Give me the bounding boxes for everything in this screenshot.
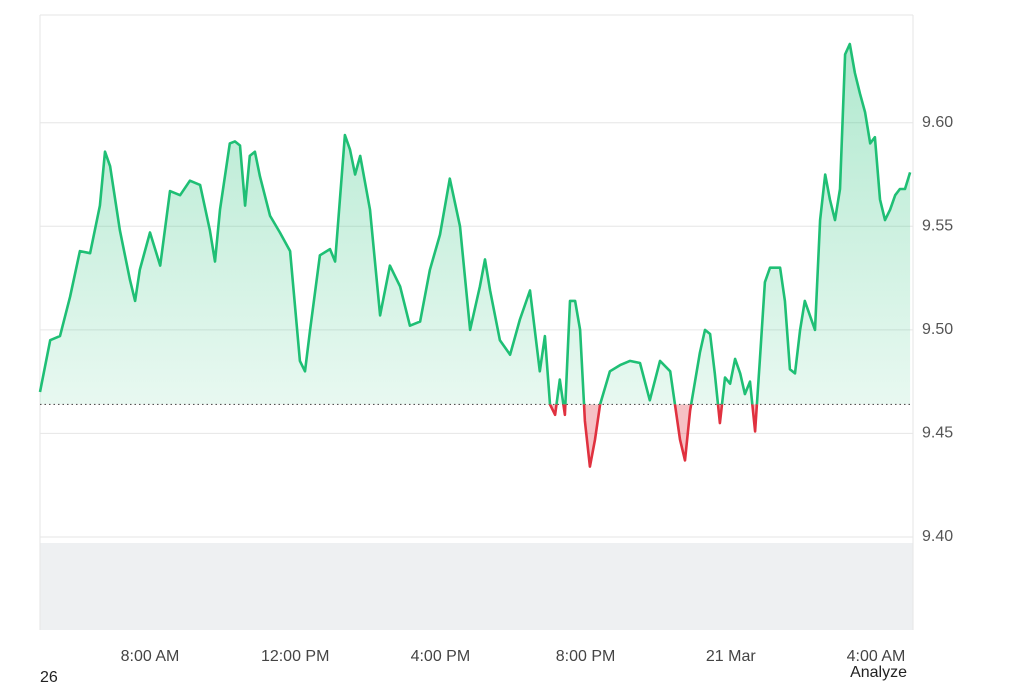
y-tick-label: 9.45: [922, 425, 953, 442]
x-tick-label: 4:00 AM: [847, 648, 906, 665]
x-tick-label: 8:00 PM: [556, 648, 616, 665]
analyze-button[interactable]: Analyze: [850, 664, 907, 681]
y-tick-label: 9.60: [922, 114, 953, 131]
x-tick-label: 4:00 PM: [411, 648, 471, 665]
footer-left: 26: [40, 669, 58, 683]
y-tick-label: 9.55: [922, 218, 953, 235]
y-tick-label: 9.40: [922, 528, 953, 545]
y-tick-label: 9.50: [922, 321, 953, 338]
x-tick-label: 21 Mar: [706, 648, 756, 665]
area-above: [40, 44, 911, 405]
x-tick-label: 12:00 PM: [261, 648, 329, 665]
volume-band: [40, 543, 913, 630]
price-line: [38, 42, 912, 405]
x-tick-label: 8:00 AM: [121, 648, 180, 665]
